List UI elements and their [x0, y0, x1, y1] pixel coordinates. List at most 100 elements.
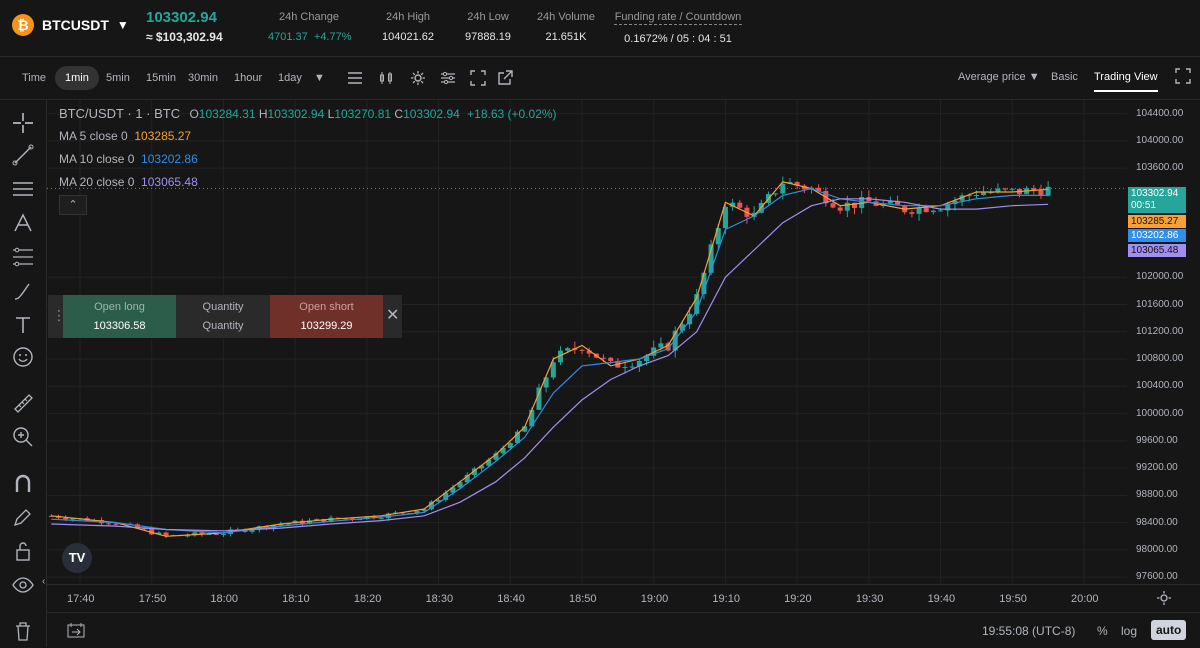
candle-body	[895, 200, 901, 206]
trash-icon[interactable]	[12, 620, 34, 642]
candle-body	[185, 535, 191, 537]
lock-icon[interactable]	[12, 540, 34, 562]
ma-line-ma10[interactable]	[51, 187, 1049, 534]
candle-body	[780, 183, 786, 194]
clock-display[interactable]: 19:55:08 (UTC-8)	[982, 624, 1076, 638]
share-icon[interactable]	[497, 70, 513, 86]
candle-body	[909, 212, 915, 214]
candle-body	[522, 426, 528, 432]
eye-icon[interactable]	[12, 574, 34, 596]
candle-body	[794, 182, 800, 186]
candle-body	[443, 492, 449, 500]
tab-1day[interactable]: 1day	[278, 72, 302, 84]
ma10-price-tag: 103202.86	[1128, 229, 1186, 242]
ma-line-ma20[interactable]	[51, 198, 1049, 532]
tab-30min[interactable]: 30min	[188, 72, 218, 84]
magnet-icon[interactable]	[12, 472, 34, 494]
auto-toggle[interactable]: auto	[1151, 620, 1187, 640]
view-basic[interactable]: Basic	[1051, 71, 1078, 83]
quantity-field[interactable]: Quantity Quantity	[176, 295, 270, 338]
candle-body	[916, 207, 922, 214]
fullscreen-icon[interactable]	[470, 70, 486, 86]
time-axis[interactable]	[47, 584, 1200, 613]
fib-icon[interactable]	[12, 246, 34, 268]
symbol-selector[interactable]: ₿ BTCUSDT ▼	[12, 14, 129, 36]
stat-funding-rate[interactable]: Funding rate / Countdown 0.1672% / 05 : …	[614, 11, 742, 45]
horizontal-lines-icon[interactable]	[12, 178, 34, 200]
date-range-icon[interactable]	[67, 622, 85, 638]
expand-icon[interactable]	[1175, 68, 1191, 84]
timeframe-dropdown-icon[interactable]: ▼	[314, 72, 325, 84]
candle-body	[679, 324, 685, 331]
open-long-button[interactable]: Open long 103306.58	[63, 295, 176, 338]
legend-ma10[interactable]: MA 10 close 0 103202.86	[59, 152, 198, 166]
tradingview-logo[interactable]: TV	[62, 543, 92, 573]
x-tick-label: 20:00	[1071, 593, 1099, 605]
price-type-select[interactable]: Average price ▼	[958, 71, 1040, 83]
open-short-button[interactable]: Open short 103299.29	[270, 295, 383, 338]
collapse-legend-button[interactable]: ⌃	[59, 195, 87, 215]
indicators-icon[interactable]	[440, 70, 456, 86]
quantity-input[interactable]: Quantity	[202, 320, 244, 332]
x-tick-label: 18:40	[497, 593, 525, 605]
tab-1hour[interactable]: 1hour	[234, 72, 263, 84]
stat-label: 24h Volume	[536, 11, 596, 23]
ma5-price-tag: 103285.27	[1128, 215, 1186, 228]
menu-icon[interactable]	[347, 70, 363, 86]
candle-type-icon[interactable]	[378, 70, 394, 86]
stat-label: 24h High	[385, 11, 431, 23]
price-chart[interactable]	[47, 100, 1127, 584]
bitcoin-icon: ₿	[12, 14, 34, 36]
x-tick-label: 18:50	[569, 593, 597, 605]
tab-5min[interactable]: 5min	[106, 72, 130, 84]
open-short-price: 103299.29	[300, 320, 353, 332]
settings-icon[interactable]	[410, 70, 426, 86]
trend-line-icon[interactable]	[12, 144, 34, 166]
candle-body	[486, 459, 492, 466]
pencil-lock-icon[interactable]	[12, 506, 34, 528]
percent-toggle[interactable]: %	[1097, 624, 1108, 638]
crosshair-icon[interactable]	[12, 112, 34, 134]
axis-settings-icon[interactable]	[1156, 590, 1172, 606]
pitchfork-icon[interactable]	[12, 212, 34, 234]
ma5-value: 103285.27	[134, 129, 192, 143]
brush-icon[interactable]	[12, 280, 34, 302]
candle-body	[672, 330, 678, 351]
tab-time[interactable]: Time	[22, 72, 47, 84]
candle-body	[450, 487, 456, 493]
ruler-icon[interactable]	[12, 392, 34, 414]
x-tick-label: 19:30	[855, 593, 884, 605]
candle-body	[608, 357, 614, 361]
candle-body	[1038, 190, 1044, 196]
log-toggle[interactable]: log	[1121, 624, 1138, 638]
legend-change: +18.63 (+0.02%)	[467, 107, 557, 121]
legend-ma20[interactable]: MA 20 close 0 103065.48	[59, 175, 198, 189]
y-tick-label: 103600.00	[1136, 162, 1184, 174]
x-tick-label: 18:30	[425, 593, 454, 605]
legend-ma5[interactable]: MA 5 close 0 103285.27	[59, 129, 192, 143]
candle-body	[471, 468, 477, 475]
candle-body	[350, 518, 356, 520]
legend-low: 103270.81	[334, 107, 392, 121]
tab-1min[interactable]: 1min	[55, 66, 99, 90]
legend-open: 103284.31	[198, 107, 256, 121]
close-icon[interactable]: ✕	[386, 307, 400, 324]
candle-body	[220, 533, 226, 535]
last-price: 103302.94	[146, 9, 217, 26]
candle-body	[278, 524, 284, 526]
candle-body	[378, 518, 384, 520]
candle-body	[938, 210, 944, 212]
view-trading-view[interactable]: Trading View	[1094, 71, 1158, 92]
candle-body	[644, 355, 650, 361]
caret-down-icon[interactable]: ▼	[116, 18, 129, 32]
collapse-toolbar-icon[interactable]: ‹	[42, 576, 46, 587]
zoom-in-icon[interactable]	[12, 426, 34, 448]
tab-15min[interactable]: 15min	[146, 72, 176, 84]
emoji-icon[interactable]	[12, 346, 34, 368]
candle-body	[428, 501, 434, 510]
x-tick-label: 19:20	[784, 593, 812, 605]
chart-area[interactable]	[47, 100, 1127, 584]
text-icon[interactable]	[12, 314, 34, 336]
ma-line-ma5[interactable]	[51, 181, 1049, 537]
y-tick-label: 99200.00	[1136, 462, 1178, 474]
